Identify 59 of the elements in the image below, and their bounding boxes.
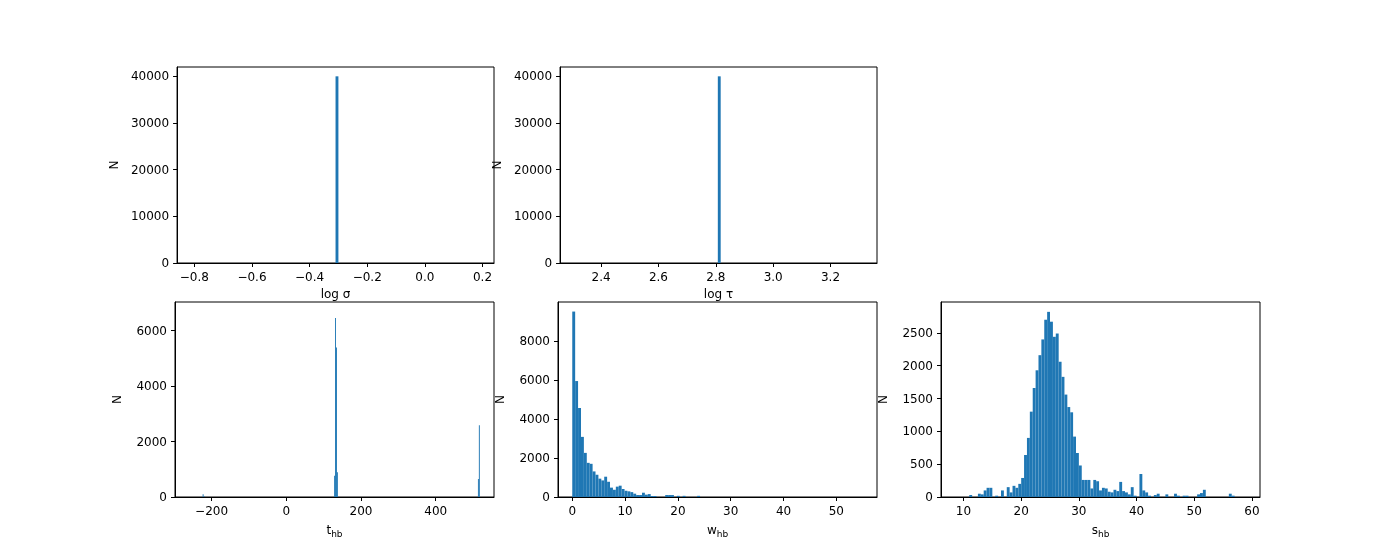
y-tick-label: 40000 (513, 69, 553, 84)
x-tick-label: 50 (1186, 504, 1202, 518)
x-axis-title: log σ (320, 286, 351, 301)
y-tick-label: 0 (544, 256, 553, 270)
x-tick-label: 10 (955, 504, 972, 518)
x-tick-label: −0.2 (352, 270, 382, 284)
y-axis-title: N (110, 395, 124, 404)
y-tick-label: 500 (910, 457, 933, 472)
y-tick-label: 6000 (136, 323, 167, 338)
y-axis-title: N (876, 395, 890, 404)
y-tick-label: 6000 (519, 372, 550, 387)
y-tick-label: 0 (161, 256, 170, 270)
y-tick-label: 0 (159, 490, 167, 504)
x-tick-label: 3.0 (763, 270, 783, 284)
y-tick-label: 30000 (513, 116, 553, 130)
x-tick-label: 0.0 (415, 270, 435, 284)
x-tick-label: 2.6 (648, 270, 668, 284)
x-tick-label: −0.4 (295, 270, 325, 284)
y-axis-title: N (490, 160, 504, 170)
y-axis-title: N (107, 160, 121, 170)
x-tick-label: 30 (723, 504, 739, 518)
x-tick-label: 2.8 (706, 270, 726, 284)
x-tick-label: 0 (282, 504, 291, 518)
x-tick-label: 3.2 (820, 270, 841, 284)
y-tick-label: 20000 (130, 162, 170, 177)
x-tick-label: 20 (1013, 504, 1029, 518)
x-tick-label: −200 (195, 504, 229, 518)
y-tick-label: 2000 (902, 358, 933, 373)
y-tick-label: 40000 (130, 69, 170, 84)
x-tick-label: 60 (1244, 504, 1260, 518)
y-tick-label: 20000 (513, 162, 553, 177)
y-tick-label: 2000 (519, 450, 550, 465)
y-axis-title: N (493, 395, 507, 404)
y-tick-label: 8000 (519, 333, 550, 348)
x-tick-label: 50 (828, 504, 844, 518)
x-tick-label: 2.4 (591, 270, 611, 284)
x-tick-label: 0.2 (472, 270, 493, 284)
y-tick-label: 10000 (513, 209, 553, 224)
y-tick-label: 10000 (130, 209, 170, 224)
y-tick-label: 0 (542, 490, 550, 504)
y-tick-label: 2500 (902, 325, 933, 340)
x-tick-label: −0.8 (179, 270, 209, 284)
x-tick-label: 0 (568, 504, 577, 518)
y-tick-label: 2000 (136, 434, 167, 449)
y-tick-label: 30000 (130, 116, 170, 130)
y-tick-label: 1000 (902, 424, 933, 439)
y-tick-label: 4000 (519, 411, 550, 426)
x-axis-title: log τ (703, 286, 734, 301)
x-tick-label: 20 (670, 504, 686, 518)
y-tick-label: 4000 (136, 379, 167, 394)
x-tick-label: 400 (424, 504, 448, 518)
x-tick-label: 10 (617, 504, 633, 518)
x-tick-label: 40 (775, 504, 792, 518)
x-tick-label: −0.6 (237, 270, 267, 284)
x-tick-label: 30 (1071, 504, 1087, 518)
x-tick-label: 200 (349, 504, 373, 518)
y-tick-label: 0 (925, 490, 933, 504)
x-tick-label: 40 (1128, 504, 1145, 518)
y-tick-label: 1500 (902, 391, 933, 406)
